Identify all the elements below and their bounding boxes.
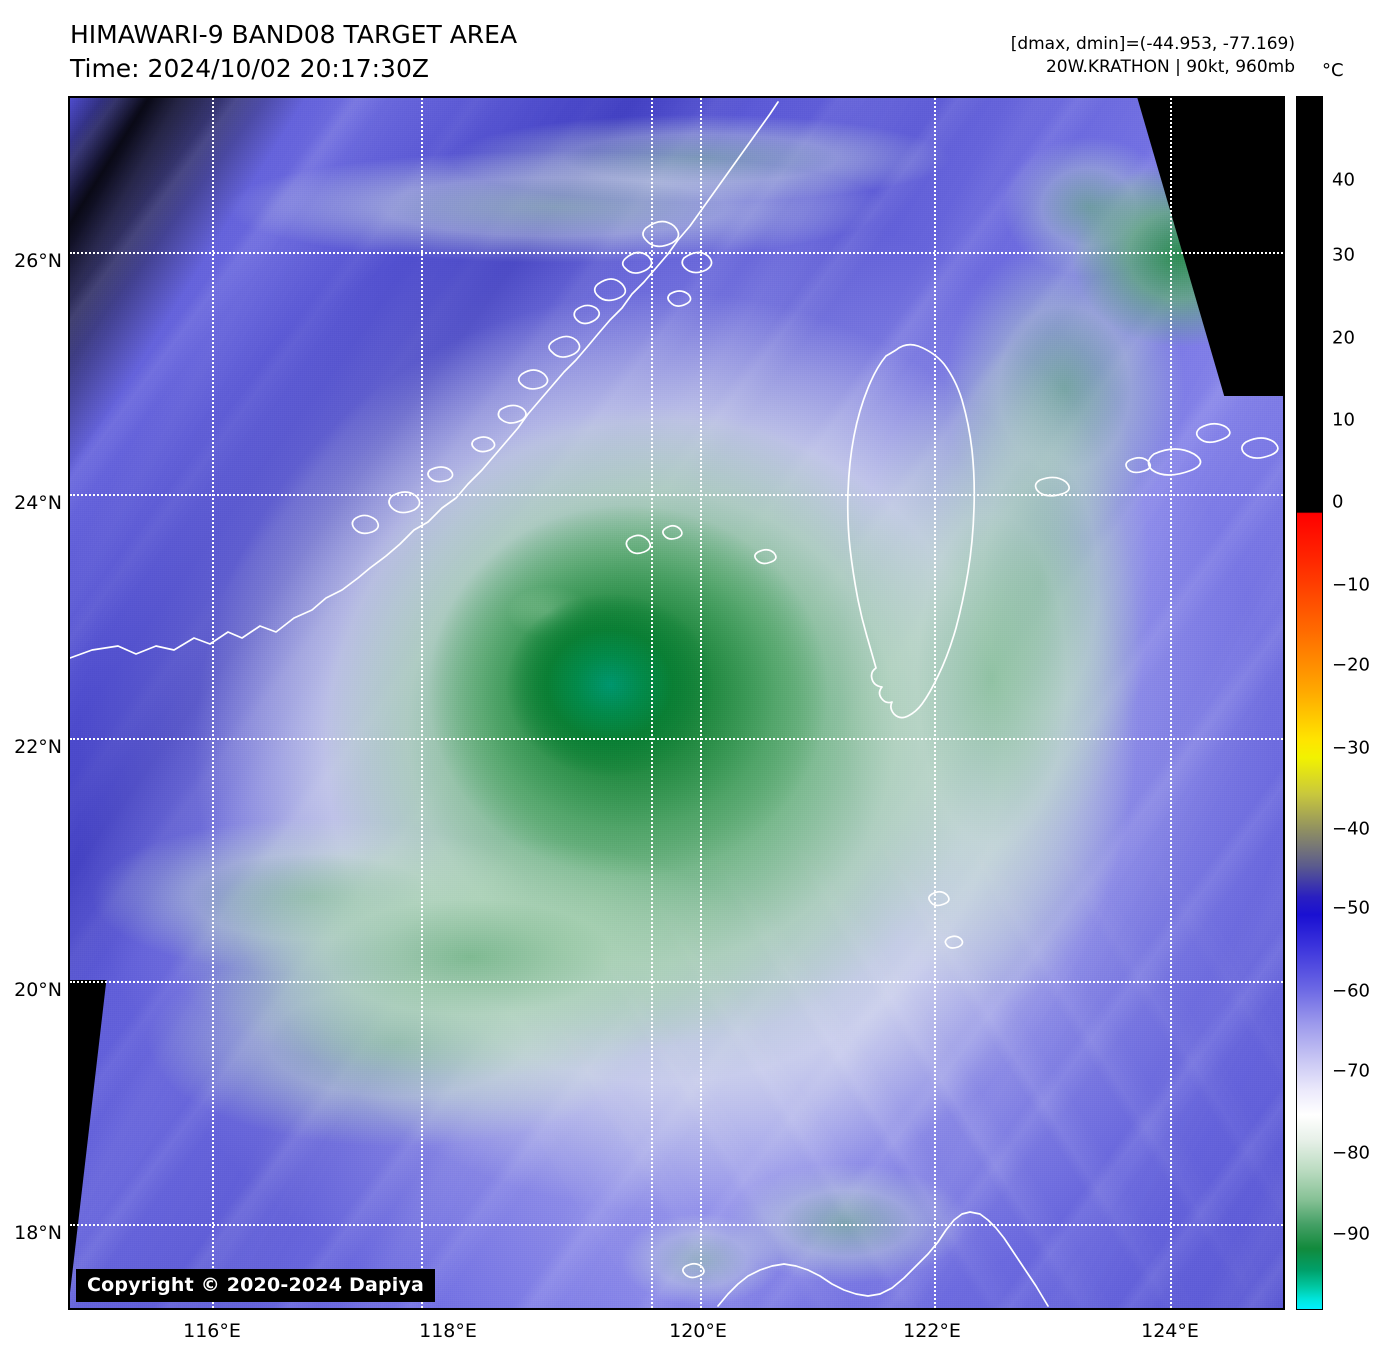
cbtick-m90: −90 bbox=[1332, 1223, 1370, 1245]
coastline-orchid-island bbox=[944, 935, 964, 949]
coastline-batanes bbox=[682, 1262, 705, 1279]
cbtick-m20: −20 bbox=[1332, 654, 1370, 676]
cirrus-wisps bbox=[70, 98, 1283, 1308]
temperature-colorbar[interactable] bbox=[1296, 96, 1323, 1310]
coastline-islet-tiny bbox=[1125, 456, 1152, 474]
xtick-124e: 124°E bbox=[1141, 1320, 1199, 1342]
cbtick-20: 20 bbox=[1332, 327, 1355, 349]
coastline-green-island bbox=[928, 890, 950, 907]
gridline-lon-124 bbox=[1170, 98, 1172, 1308]
coastline-island-b bbox=[388, 491, 421, 514]
cbtick-30: 30 bbox=[1332, 244, 1355, 266]
page-title: HIMAWARI-9 BAND08 TARGET AREA bbox=[70, 20, 518, 49]
gridline-lat-22 bbox=[70, 738, 1283, 740]
coastline-island-m bbox=[681, 251, 713, 274]
coastline-island-h bbox=[573, 304, 601, 325]
gridline-lon-118 bbox=[651, 98, 653, 1308]
coastline-island-d bbox=[471, 436, 496, 453]
coastline-island-g bbox=[548, 335, 581, 358]
cbtick-10: 10 bbox=[1332, 409, 1355, 431]
coastline-island-a bbox=[351, 514, 380, 535]
coastline-china-mainland bbox=[70, 101, 779, 659]
cbtick-m40: −40 bbox=[1332, 818, 1370, 840]
xtick-118e: 118°E bbox=[419, 1320, 477, 1342]
coastline-yaeyama-a bbox=[1147, 448, 1202, 476]
coastline-island-j bbox=[621, 251, 653, 274]
coastline-island-k bbox=[642, 220, 680, 248]
gridline-lat-18 bbox=[70, 1224, 1283, 1226]
gridline-lat-20 bbox=[70, 981, 1283, 983]
pixel-texture-overlay bbox=[70, 98, 1283, 1308]
coastline-island-f bbox=[517, 369, 549, 390]
gridline-lon-120 bbox=[700, 98, 702, 1308]
ytick-20n: 20°N bbox=[14, 979, 62, 1001]
gridline-lon-115 bbox=[212, 98, 214, 1308]
coastline-island-e bbox=[497, 404, 527, 424]
cbtick-m50: −50 bbox=[1332, 897, 1370, 919]
coastline-island-o bbox=[662, 524, 683, 540]
figure-title-block: HIMAWARI-9 BAND08 TARGET AREA Time: 2024… bbox=[70, 18, 517, 86]
coastline-miyako bbox=[1241, 437, 1279, 459]
annotation-block: [dmax, dmin]=(-44.953, -77.169) 20W.KRAT… bbox=[1011, 33, 1295, 79]
colorbar-unit-label: °C bbox=[1322, 60, 1344, 81]
coastline-island-i bbox=[593, 278, 627, 302]
gridline-lon-116 bbox=[421, 98, 423, 1308]
cbtick-m70: −70 bbox=[1332, 1060, 1370, 1082]
coastline-overlay bbox=[70, 101, 1279, 1307]
ytick-18n: 18°N bbox=[14, 1222, 62, 1244]
coastline-luzon-north bbox=[717, 1211, 1049, 1307]
plot-inner: Copyright © 2020-2024 Dapiya bbox=[70, 98, 1283, 1308]
coastline-yaeyama-b bbox=[1195, 422, 1231, 444]
timestamp-line: Time: 2024/10/02 20:17:30Z bbox=[70, 54, 429, 83]
cbtick-0: 0 bbox=[1332, 491, 1344, 513]
copyright-watermark: Copyright © 2020-2024 Dapiya bbox=[76, 1269, 436, 1302]
coastline-island-n bbox=[625, 534, 652, 555]
cbtick-m60: −60 bbox=[1332, 980, 1370, 1002]
ytick-26n: 26°N bbox=[14, 250, 62, 272]
coastline-penghu bbox=[754, 548, 777, 565]
satellite-plot-area[interactable]: Copyright © 2020-2024 Dapiya bbox=[68, 96, 1285, 1310]
gridline-lon-122 bbox=[934, 98, 936, 1308]
storm-info-annotation: 20W.KRATHON | 90kt, 960mb bbox=[1045, 57, 1295, 77]
ytick-24n: 24°N bbox=[14, 492, 62, 514]
data-range-annotation: [dmax, dmin]=(-44.953, -77.169) bbox=[1010, 34, 1295, 54]
ytick-22n: 22°N bbox=[14, 736, 62, 758]
xtick-122e: 122°E bbox=[903, 1320, 961, 1342]
xtick-116e: 116°E bbox=[183, 1320, 241, 1342]
cbtick-m30: −30 bbox=[1332, 737, 1370, 759]
coastline-taiwan bbox=[846, 343, 976, 719]
xtick-120e: 120°E bbox=[669, 1320, 727, 1342]
coastline-island-c bbox=[427, 466, 454, 483]
cbtick-40: 40 bbox=[1332, 169, 1355, 191]
coastline-island-l bbox=[667, 290, 692, 307]
cbtick-m10: −10 bbox=[1332, 574, 1370, 596]
cbtick-m80: −80 bbox=[1332, 1142, 1370, 1164]
spiral-rainbands bbox=[70, 98, 1283, 1308]
gridline-lat-26 bbox=[70, 252, 1283, 254]
gridline-lat-24 bbox=[70, 494, 1283, 496]
